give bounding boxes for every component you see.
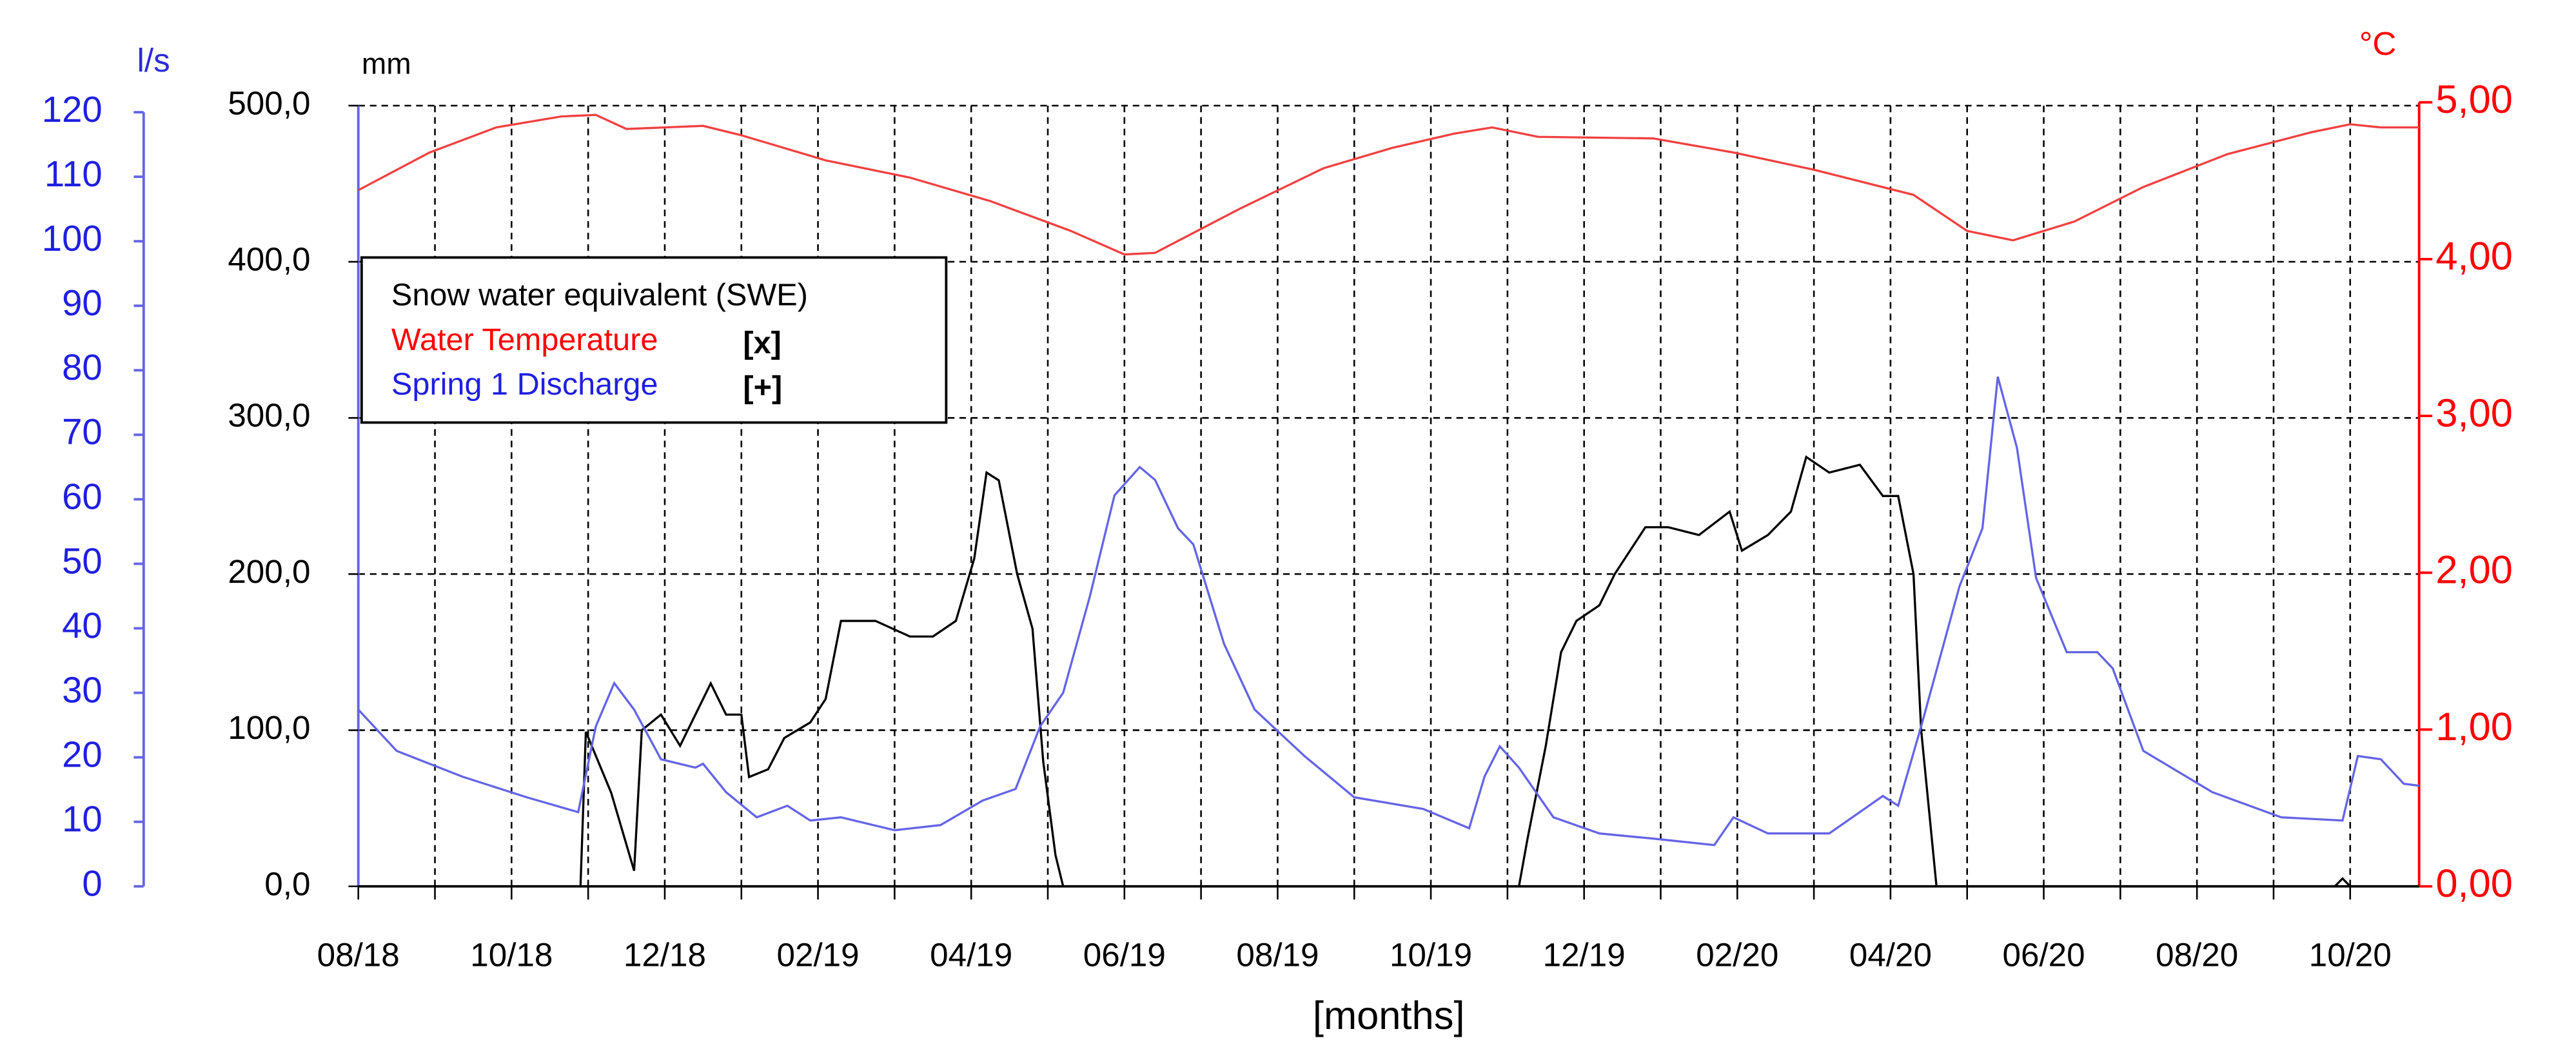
x-tick-label: 08/20 [2156, 936, 2238, 973]
y-tick-label: 0,0 [264, 865, 310, 902]
series-line [357, 113, 2419, 256]
x-tick-label: 06/20 [2002, 936, 2085, 973]
x-axis-title: [months] [1313, 994, 1465, 1038]
x-tick-label: 02/19 [777, 936, 860, 973]
y2-tick-label: 0,00 [2435, 861, 2513, 906]
x-tick-label: 08/19 [1236, 936, 1319, 973]
y-tick-label: 300,0 [228, 397, 310, 434]
y3-tick-label: 40 [62, 605, 103, 645]
x-tick-label: 04/19 [930, 936, 1012, 973]
y2-tick-label: 5,00 [2435, 77, 2513, 122]
y3-tick-label: 10 [62, 799, 103, 839]
y2-tick-label: 4,00 [2435, 234, 2513, 279]
legend-box [360, 256, 948, 424]
x-tick-label: 12/19 [1543, 936, 1626, 973]
legend-marker: [+] [743, 370, 782, 405]
y2-tick-label: 3,00 [2435, 391, 2513, 435]
legend-label: Water Temperature [391, 322, 658, 357]
y-tick-label: 100,0 [228, 709, 310, 746]
y3-tick-label: 110 [44, 153, 103, 194]
y3-tick-label: 80 [62, 347, 103, 387]
legend-label: Snow water equivalent (SWE) [391, 278, 808, 313]
legend-label: Spring 1 Discharge [391, 367, 658, 402]
y2-axis-unit: °C [2359, 25, 2396, 62]
y3-tick-label: 120 [42, 89, 103, 130]
x-tick-label: 04/20 [1849, 936, 1932, 973]
y2-tick-label: 2,00 [2435, 548, 2513, 593]
y-tick-label: 400,0 [228, 241, 310, 278]
y3-tick-label: 60 [62, 476, 103, 516]
y-axis-unit: mm [362, 47, 411, 81]
x-tick-label: 06/19 [1083, 936, 1166, 973]
y3-tick-label: 30 [62, 669, 103, 710]
x-tick-label: 08/18 [317, 936, 400, 973]
y3-axis-unit: l/s [137, 42, 170, 79]
y-tick-label: 200,0 [228, 553, 310, 590]
x-tick-label: 10/19 [1390, 936, 1472, 973]
series-line [357, 376, 2419, 847]
x-tick-label: 10/18 [470, 936, 553, 973]
legend-marker: [x] [743, 326, 781, 360]
x-tick-label: 10/20 [2309, 936, 2392, 973]
x-tick-label: 02/20 [1696, 936, 1778, 973]
y-tick-label: 500,0 [228, 84, 310, 121]
y3-tick-label: 100 [42, 218, 103, 259]
x-tick-label: 12/18 [624, 936, 706, 973]
y3-tick-label: 70 [62, 411, 103, 452]
y3-tick-label: 0 [82, 863, 102, 904]
y2-tick-label: 1,00 [2435, 705, 2513, 749]
y3-tick-label: 50 [62, 540, 103, 581]
y3-tick-label: 20 [62, 734, 103, 775]
series-line [358, 455, 2419, 888]
y3-tick-label: 90 [62, 282, 103, 323]
